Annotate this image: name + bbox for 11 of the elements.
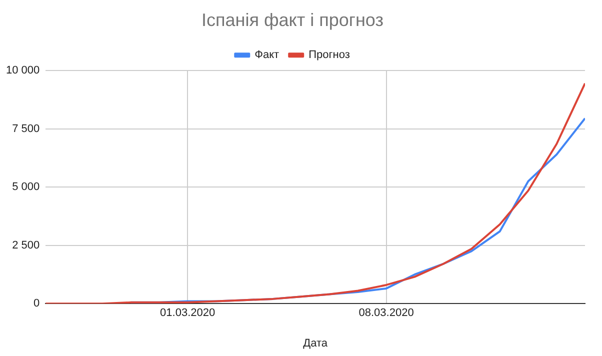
y-tick-label: 0	[34, 298, 40, 310]
y-tick-label: 2 500	[12, 239, 40, 252]
legend-label: Прогноз	[308, 49, 350, 62]
y-tick-label: 7 500	[12, 122, 40, 135]
x-axis-title: Дата	[303, 337, 328, 350]
y-tick-label: 5 000	[12, 181, 40, 194]
x-tick-label: 08.03.2020	[358, 307, 414, 320]
x-tick-label: 01.03.2020	[160, 307, 216, 320]
legend-label: Факт	[254, 49, 280, 62]
chart-title: Іспанія факт і прогноз	[202, 10, 384, 30]
y-tick-label: 10 000	[6, 64, 40, 77]
